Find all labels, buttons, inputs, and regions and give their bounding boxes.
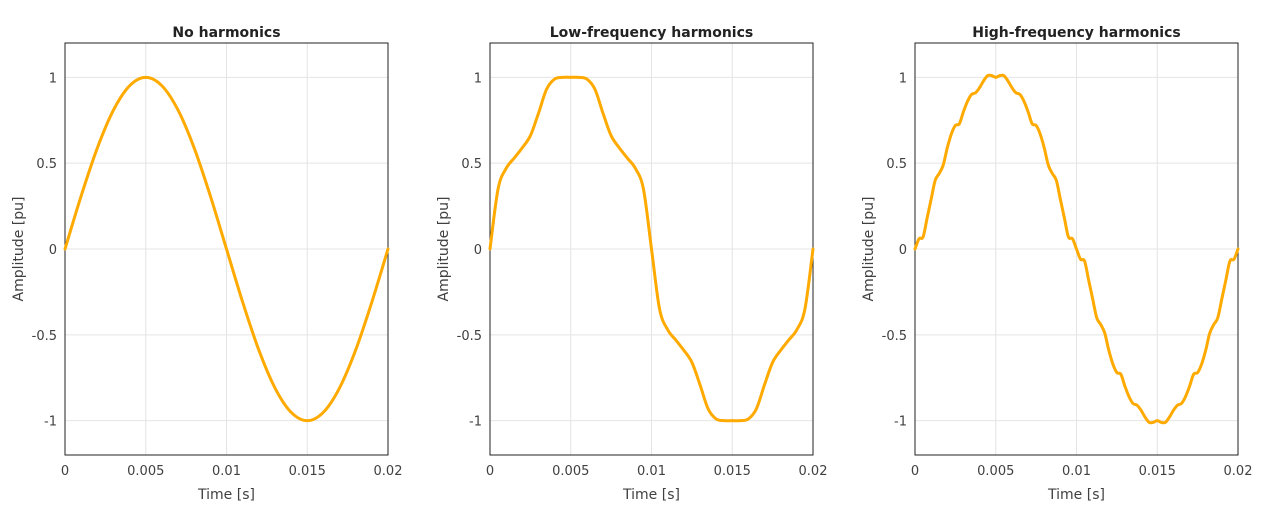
x-tick-label: 0.015: [289, 464, 326, 479]
x-tick-label: 0.005: [127, 464, 164, 479]
y-tick-label: 0: [49, 243, 57, 258]
x-axis-label: Time [s]: [1047, 487, 1105, 503]
chart-title: High-frequency harmonics: [972, 25, 1180, 41]
y-axis-label: Amplitude [pu]: [11, 197, 27, 302]
y-tick-label: 0: [899, 243, 907, 258]
x-tick-label: 0.01: [637, 464, 666, 479]
series-line-signal: [913, 73, 1240, 425]
x-tick-label: 0.02: [799, 464, 828, 479]
x-tick-label: 0.02: [1224, 464, 1253, 479]
chart-title: No harmonics: [172, 25, 280, 41]
y-tick-label: 0.5: [461, 157, 482, 172]
y-tick-label: 0.5: [36, 157, 57, 172]
y-tick-label: 0.5: [886, 157, 907, 172]
y-tick-label: 1: [474, 71, 482, 86]
y-tick-label: -1: [44, 415, 57, 430]
x-tick-label: 0.005: [977, 464, 1014, 479]
y-axis-label: Amplitude [pu]: [436, 197, 452, 302]
y-tick-label: -1: [469, 415, 482, 430]
y-tick-label: -0.5: [882, 329, 907, 344]
x-axis-label: Time [s]: [622, 487, 680, 503]
y-tick-label: -1: [894, 415, 907, 430]
y-tick-label: -0.5: [457, 329, 482, 344]
x-tick-label: 0.015: [1139, 464, 1176, 479]
series-line-signal: [63, 75, 390, 423]
x-tick-label: 0.005: [552, 464, 589, 479]
y-tick-label: 1: [899, 71, 907, 86]
series-line-signal: [488, 75, 815, 423]
x-tick-label: 0: [911, 464, 919, 479]
chart-panel-2: Low-frequency harmonics 0 0.005 0.01 0.015 0.…: [436, 25, 827, 503]
x-tick-label: 0: [486, 464, 494, 479]
x-tick-label: 0.02: [374, 464, 403, 479]
y-tick-label: -0.5: [32, 329, 57, 344]
chart-panel-1: No harmonics 0 0.005 0.01 0.015 0.02 1 0.5 0 -0.5…: [11, 25, 402, 503]
x-axis-label: Time [s]: [197, 487, 255, 503]
y-tick-label: 0: [474, 243, 482, 258]
y-axis-label: Amplitude [pu]: [861, 197, 877, 302]
x-tick-label: 0: [61, 464, 69, 479]
chart-title: Low-frequency harmonics: [550, 25, 753, 41]
x-tick-label: 0.015: [714, 464, 751, 479]
x-tick-label: 0.01: [1062, 464, 1091, 479]
chart-panel-3: High-frequency harmonics 0 0.005 0.01 0.015 0…: [861, 25, 1252, 503]
x-tick-label: 0.01: [212, 464, 241, 479]
y-tick-label: 1: [49, 71, 57, 86]
